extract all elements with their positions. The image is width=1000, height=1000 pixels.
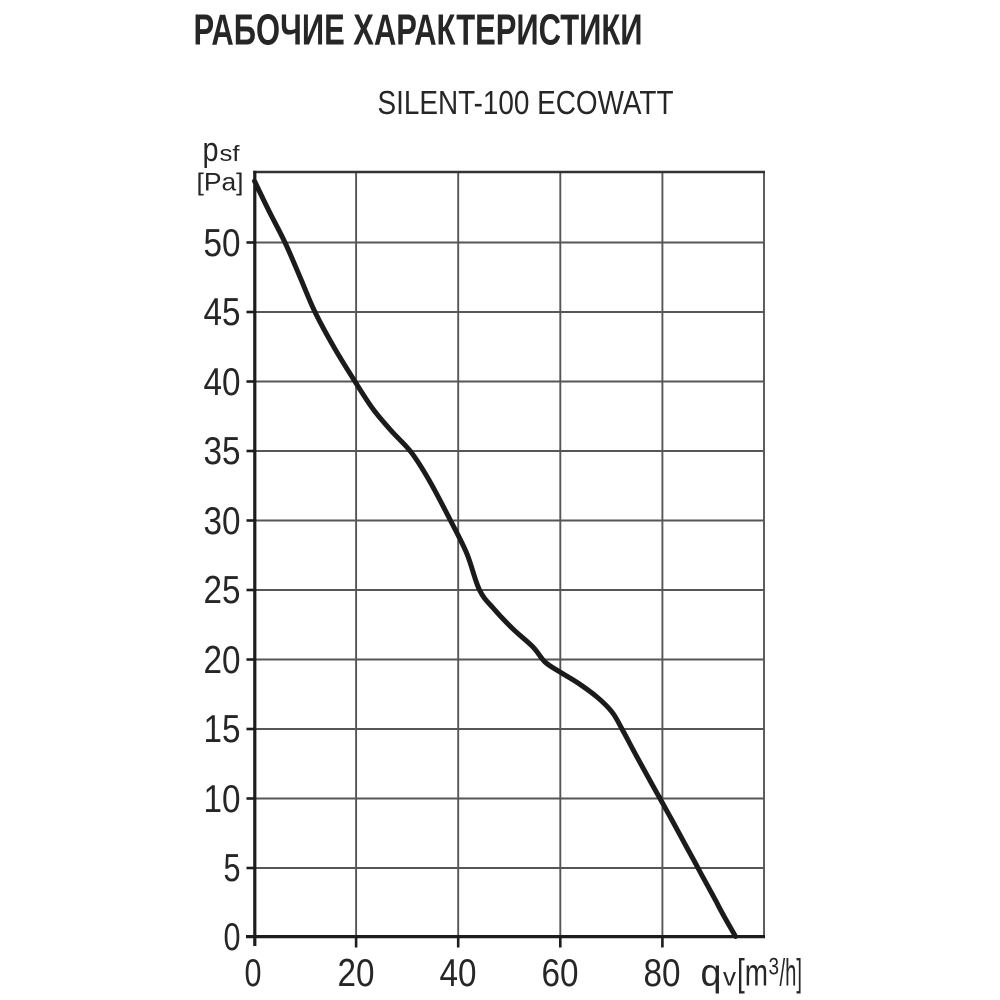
svg-text:[m: [m bbox=[737, 953, 768, 995]
svg-text:3: 3 bbox=[769, 954, 780, 981]
svg-text:35: 35 bbox=[204, 430, 241, 473]
svg-text:50: 50 bbox=[204, 222, 241, 265]
svg-text:0: 0 bbox=[224, 916, 241, 959]
svg-text:SILENT-100 ECOWATT: SILENT-100 ECOWATT bbox=[378, 85, 674, 122]
svg-text:РАБОЧИЕ ХАРАКТЕРИСТИКИ: РАБОЧИЕ ХАРАКТЕРИСТИКИ bbox=[194, 6, 643, 55]
svg-text:20: 20 bbox=[204, 639, 241, 682]
svg-text:45: 45 bbox=[204, 291, 241, 334]
svg-text:60: 60 bbox=[542, 952, 579, 995]
svg-text:sf: sf bbox=[220, 141, 241, 166]
svg-text:v: v bbox=[723, 964, 737, 992]
svg-text:5: 5 bbox=[224, 847, 241, 890]
svg-text:[Pa]: [Pa] bbox=[197, 169, 244, 197]
svg-text:/h]: /h] bbox=[780, 953, 803, 995]
svg-text:p: p bbox=[203, 131, 219, 169]
svg-text:10: 10 bbox=[204, 778, 241, 821]
svg-text:15: 15 bbox=[204, 708, 241, 751]
svg-text:80: 80 bbox=[644, 952, 681, 995]
svg-text:40: 40 bbox=[204, 361, 241, 404]
svg-text:20: 20 bbox=[338, 952, 375, 995]
svg-text:40: 40 bbox=[440, 952, 477, 995]
svg-text:25: 25 bbox=[204, 569, 241, 612]
svg-text:30: 30 bbox=[204, 500, 241, 543]
svg-text:q: q bbox=[701, 953, 722, 995]
svg-text:0: 0 bbox=[245, 952, 262, 995]
